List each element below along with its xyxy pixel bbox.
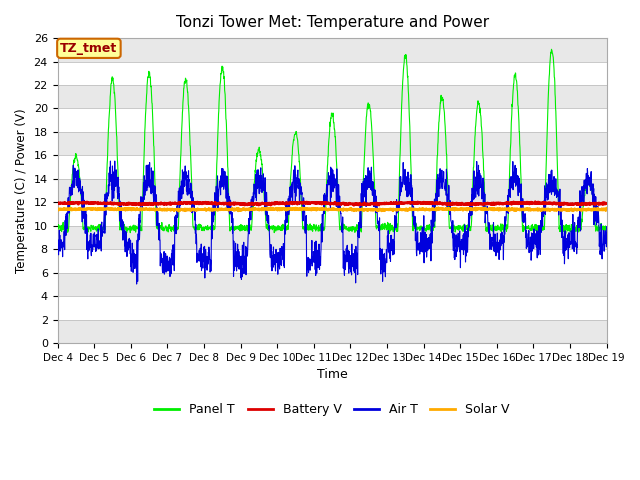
Air T: [207, 255, 215, 261]
Air T: [570, 245, 578, 251]
Panel T: [555, 204, 563, 210]
Solar V: [555, 207, 563, 213]
Battery V: [603, 201, 611, 206]
Line: Air T: Air T: [58, 161, 607, 284]
Air T: [54, 239, 61, 244]
Solar V: [435, 205, 442, 211]
Panel T: [360, 165, 367, 171]
Air T: [603, 224, 611, 229]
Line: Panel T: Panel T: [58, 49, 607, 235]
Y-axis label: Temperature (C) / Power (V): Temperature (C) / Power (V): [15, 108, 28, 273]
Solar V: [348, 207, 356, 213]
Bar: [58, 320, 607, 343]
Battery V: [570, 201, 578, 207]
Battery V: [531, 199, 539, 204]
Battery V: [350, 203, 358, 208]
Air T: [349, 261, 356, 267]
Solar V: [492, 207, 500, 213]
Panel T: [348, 224, 356, 230]
Battery V: [348, 201, 356, 207]
Battery V: [207, 200, 214, 205]
Panel T: [461, 232, 469, 238]
Solar V: [603, 205, 611, 211]
Panel T: [207, 226, 214, 232]
Title: Tonzi Tower Met: Temperature and Power: Tonzi Tower Met: Temperature and Power: [175, 15, 489, 30]
Solar V: [360, 206, 368, 212]
Panel T: [548, 47, 556, 52]
Bar: [58, 132, 607, 156]
Solar V: [175, 208, 182, 214]
Bar: [58, 226, 607, 249]
Line: Solar V: Solar V: [58, 208, 607, 211]
Panel T: [54, 226, 61, 231]
Line: Battery V: Battery V: [58, 202, 607, 205]
Legend: Panel T, Battery V, Air T, Solar V: Panel T, Battery V, Air T, Solar V: [149, 398, 515, 421]
Solar V: [570, 207, 578, 213]
Battery V: [54, 200, 61, 206]
Air T: [111, 158, 118, 164]
Air T: [360, 176, 368, 181]
Bar: [58, 179, 607, 202]
Text: TZ_tmet: TZ_tmet: [60, 42, 118, 55]
Air T: [555, 212, 563, 218]
Bar: [58, 38, 607, 61]
Bar: [58, 273, 607, 296]
Solar V: [54, 207, 61, 213]
Panel T: [570, 227, 578, 232]
Air T: [492, 253, 500, 259]
Solar V: [207, 207, 215, 213]
Panel T: [492, 223, 500, 229]
Air T: [132, 281, 140, 287]
Battery V: [555, 201, 563, 206]
X-axis label: Time: Time: [317, 368, 348, 381]
Bar: [58, 85, 607, 108]
Battery V: [492, 201, 500, 207]
Battery V: [360, 201, 368, 206]
Panel T: [603, 226, 611, 232]
